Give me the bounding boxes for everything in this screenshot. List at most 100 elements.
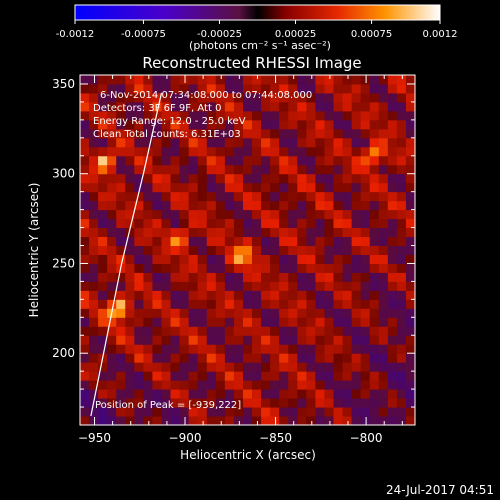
heatmap-cell [224, 389, 235, 399]
heatmap-cell [315, 308, 325, 318]
heatmap-cell [80, 200, 90, 211]
heatmap-cell [206, 146, 217, 157]
heatmap-cell [179, 245, 190, 255]
heatmap-cell [125, 254, 135, 264]
plot-area [80, 75, 415, 425]
heatmap-cell [279, 137, 289, 148]
heatmap-cell [197, 254, 208, 264]
heatmap-cell [360, 128, 371, 139]
heatmap-cell [116, 344, 126, 354]
heatmap-cell [306, 119, 316, 130]
heatmap-cells [80, 75, 415, 425]
heatmap-cell [369, 281, 380, 291]
heatmap-cell [288, 362, 298, 372]
heatmap-cell [360, 263, 371, 273]
heatmap-cell [233, 75, 244, 85]
heatmap-cell [242, 227, 253, 238]
heatmap-cell [143, 407, 153, 417]
colorbar [74, 4, 441, 21]
heatmap-cell [89, 75, 99, 85]
heatmap-cell [270, 182, 280, 193]
heatmap-cell [306, 263, 316, 273]
heatmap-cell [378, 227, 389, 238]
heatmap-cell [288, 75, 298, 85]
heatmap-cell [134, 317, 144, 327]
heatmap-cell [98, 227, 108, 238]
heatmap-cell [215, 110, 226, 121]
heatmap-cell [396, 299, 407, 309]
heatmap-cell [179, 75, 190, 85]
heatmap-cell [143, 200, 153, 211]
heatmap-cell [378, 353, 389, 363]
heatmap-cell [324, 182, 335, 193]
heatmap-cell [351, 245, 362, 255]
heatmap-cell [98, 182, 108, 193]
heatmap-cell [215, 254, 226, 264]
heatmap-cell [197, 407, 208, 417]
heatmap-cell [197, 119, 208, 130]
heatmap-cell [252, 380, 262, 390]
heatmap-cell [252, 398, 262, 408]
heatmap-cell [197, 227, 208, 238]
heatmap-cell [152, 227, 162, 238]
heatmap-cell [89, 209, 99, 220]
heatmap-cell [179, 101, 190, 112]
heatmap-cell [333, 326, 344, 336]
heatmap-cell [387, 182, 398, 193]
heatmap-cell [188, 227, 199, 238]
heatmap-cell [360, 209, 371, 220]
heatmap-cell [134, 164, 144, 175]
heatmap-cell [252, 128, 262, 139]
heatmap-cell [152, 155, 162, 166]
heatmap-cell [134, 155, 144, 166]
heatmap-cell [297, 254, 307, 264]
heatmap-cell [396, 263, 407, 273]
heatmap-cell [161, 380, 172, 390]
heatmap-cell [215, 155, 226, 166]
heatmap-cell [405, 164, 415, 175]
heatmap-cell [125, 308, 135, 318]
heatmap-cell [116, 75, 126, 85]
heatmap-cell [107, 191, 117, 202]
heatmap-cell [242, 353, 253, 363]
heatmap-cell [107, 290, 117, 300]
heatmap-cell [252, 119, 262, 130]
heatmap-cell [297, 389, 307, 399]
heatmap-cell [125, 155, 135, 166]
heatmap-cell [143, 182, 153, 193]
heatmap-cell [306, 128, 316, 139]
heatmap-cell [152, 75, 162, 85]
heatmap-cell [396, 92, 407, 103]
heatmap-cell [324, 164, 335, 175]
heatmap-cell [89, 119, 99, 130]
heatmap-cell [125, 75, 135, 85]
heatmap-cell [369, 83, 380, 94]
heatmap-cell [261, 227, 271, 238]
heatmap-cell [215, 380, 226, 390]
heatmap-cell [261, 155, 271, 166]
heatmap-cell [342, 371, 353, 381]
chart-title: Reconstructed RHESSI Image [142, 54, 361, 72]
heatmap-cell [270, 398, 280, 408]
heatmap-cell [315, 209, 325, 220]
heatmap-cell [396, 407, 407, 417]
heatmap-cell [261, 407, 271, 417]
heatmap-cell [224, 407, 235, 417]
heatmap-cell [369, 317, 380, 327]
heatmap-cell [315, 362, 325, 372]
heatmap-cell [315, 407, 325, 417]
heatmap-cell [179, 299, 190, 309]
heatmap-cell [288, 245, 298, 255]
heatmap-cell [315, 128, 325, 139]
heatmap-cell [396, 245, 407, 255]
heatmap-cell [242, 281, 253, 291]
heatmap-cell [333, 191, 344, 202]
heatmap-cell [342, 281, 353, 291]
heatmap-cell [134, 75, 144, 85]
y-tick-label: 200 [52, 346, 75, 360]
heatmap-cell [224, 236, 235, 247]
heatmap-cell [170, 173, 181, 184]
heatmap-cell [134, 245, 144, 255]
heatmap-cell [297, 335, 307, 345]
heatmap-cell [152, 245, 162, 255]
